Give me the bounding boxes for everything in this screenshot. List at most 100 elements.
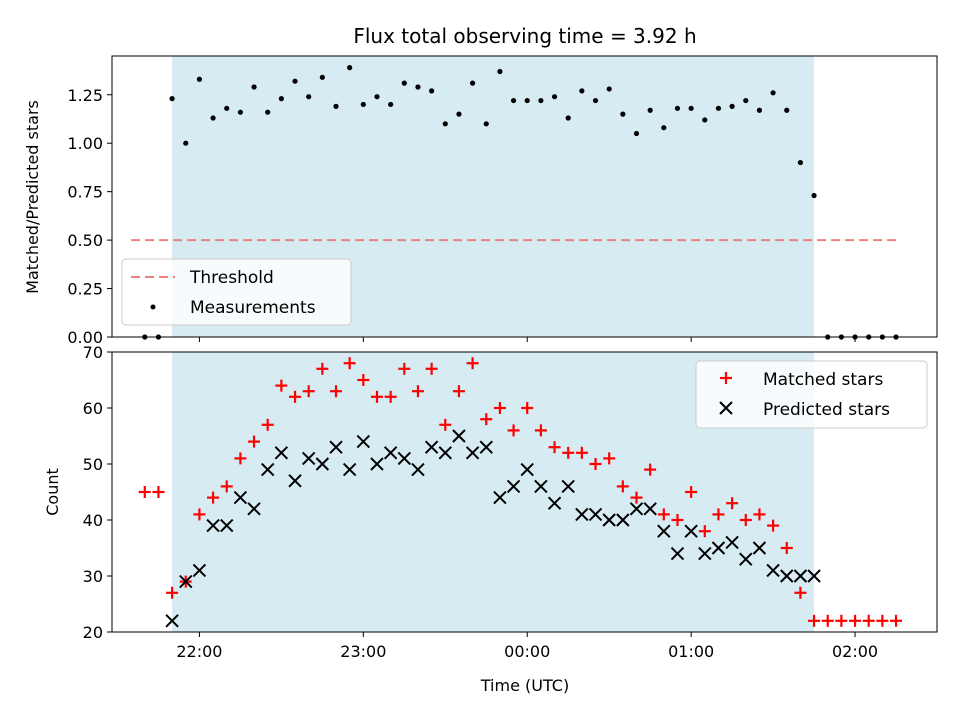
matched-star-point xyxy=(603,452,616,465)
top-y-tick-label: 0.50 xyxy=(67,231,103,250)
matched-star-point xyxy=(302,385,315,398)
top-y-tick-label: 1.25 xyxy=(67,86,103,105)
x-tick-label: 22:00 xyxy=(176,642,222,661)
measurement-point xyxy=(388,101,394,108)
top-plot-frame xyxy=(111,55,938,338)
predicted-star-point xyxy=(807,569,821,583)
measurement-point xyxy=(510,97,517,104)
predicted-star-point xyxy=(356,434,371,449)
legend-matched-swatch xyxy=(720,372,732,384)
predicted-star-point xyxy=(179,574,193,589)
bottom-legend: Matched stars Predicted stars xyxy=(695,360,928,429)
x-tick-label: 02:00 xyxy=(832,642,878,661)
predicted-star-point xyxy=(602,513,616,527)
predicted-stars-points xyxy=(165,429,821,628)
measurement-point xyxy=(811,192,817,199)
matched-star-point xyxy=(685,486,698,498)
measurement-point xyxy=(360,101,366,108)
predicted-star-point xyxy=(301,451,316,466)
measurement-point xyxy=(770,90,776,96)
measurement-point xyxy=(702,117,708,123)
predicted-star-point xyxy=(493,490,507,505)
matched-star-point xyxy=(616,480,629,493)
matched-star-point xyxy=(248,435,261,448)
bottom-ylabel: Count xyxy=(43,468,62,516)
predicted-star-point xyxy=(438,446,452,460)
measurement-point xyxy=(292,78,298,84)
predicted-star-point xyxy=(397,451,412,466)
matched-star-point xyxy=(234,452,247,465)
predicted-star-point xyxy=(793,569,808,583)
bottom-legend-box xyxy=(695,360,928,429)
measurement-point xyxy=(265,109,271,115)
measurement-point xyxy=(196,76,203,82)
x-tick-label: 01:00 xyxy=(668,642,714,661)
predicted-star-point xyxy=(684,524,698,538)
legend-threshold-label: Threshold xyxy=(189,268,274,288)
measurement-point xyxy=(374,94,380,100)
predicted-star-point xyxy=(206,518,220,533)
predicted-star-point xyxy=(711,541,726,555)
measurement-point xyxy=(237,109,243,115)
measurement-point xyxy=(551,94,558,100)
matched-star-point xyxy=(794,586,807,599)
measurement-point xyxy=(633,130,640,137)
top-panel: Flux total observing time = 3.92 h 0.000… xyxy=(23,24,938,347)
predicted-star-point xyxy=(233,490,248,505)
measurement-point xyxy=(538,97,544,104)
predicted-star-point xyxy=(698,546,712,561)
top-y-tick-label: 1.00 xyxy=(67,134,103,153)
predicted-star-point xyxy=(657,524,671,538)
predicted-star-point xyxy=(643,502,657,516)
matched-star-point xyxy=(466,357,479,370)
matched-star-point xyxy=(548,441,561,454)
matched-star-point xyxy=(671,514,684,526)
matched-star-point xyxy=(493,402,506,414)
measurement-point xyxy=(797,159,804,166)
bottom-x-axis: 22:00 23:00 00:00 01:00 02:00 xyxy=(176,632,878,661)
matched-star-point xyxy=(862,614,875,627)
predicted-star-point xyxy=(274,446,289,460)
predicted-star-point xyxy=(766,563,780,578)
top-measurements xyxy=(142,65,899,340)
matched-star-point xyxy=(630,491,643,504)
matched-star-point xyxy=(808,614,821,627)
measurement-point xyxy=(456,111,462,117)
matched-star-point xyxy=(343,357,356,370)
predicted-star-point xyxy=(465,446,480,460)
measurement-point xyxy=(483,121,489,127)
top-legend-box xyxy=(121,258,352,326)
measurement-point xyxy=(592,97,599,104)
predicted-star-point xyxy=(342,462,357,477)
measurement-point xyxy=(183,140,189,146)
predicted-star-point xyxy=(506,479,521,494)
predicted-star-point xyxy=(780,569,794,583)
matched-star-point xyxy=(425,362,438,375)
predicted-star-point xyxy=(479,440,493,454)
measurement-point xyxy=(688,105,694,111)
matched-star-point xyxy=(357,374,370,386)
matched-star-point xyxy=(411,385,424,398)
top-y-tick-label: 0.75 xyxy=(67,183,103,202)
predicted-star-point xyxy=(329,440,343,454)
predicted-star-point xyxy=(288,474,302,488)
matched-star-point xyxy=(575,446,588,459)
measurement-point xyxy=(565,115,571,121)
legend-predicted-label: Predicted stars xyxy=(763,400,890,420)
matched-star-point xyxy=(534,424,547,437)
matched-star-point xyxy=(289,390,302,403)
matched-star-point xyxy=(739,514,752,526)
predicted-star-point xyxy=(725,535,739,550)
matched-star-point xyxy=(330,385,343,398)
predicted-star-point xyxy=(739,552,753,566)
top-ylabel: Matched/Predicted stars xyxy=(23,100,42,294)
matched-star-point xyxy=(370,390,383,403)
measurement-point xyxy=(743,97,749,104)
predicted-star-point xyxy=(629,502,644,516)
predicted-star-point xyxy=(411,462,425,477)
measurement-point xyxy=(251,84,257,90)
bottom-xlabel: Time (UTC) xyxy=(480,676,569,695)
matched-star-point xyxy=(207,491,220,504)
measurement-point xyxy=(415,84,421,90)
predicted-star-point xyxy=(165,614,179,628)
